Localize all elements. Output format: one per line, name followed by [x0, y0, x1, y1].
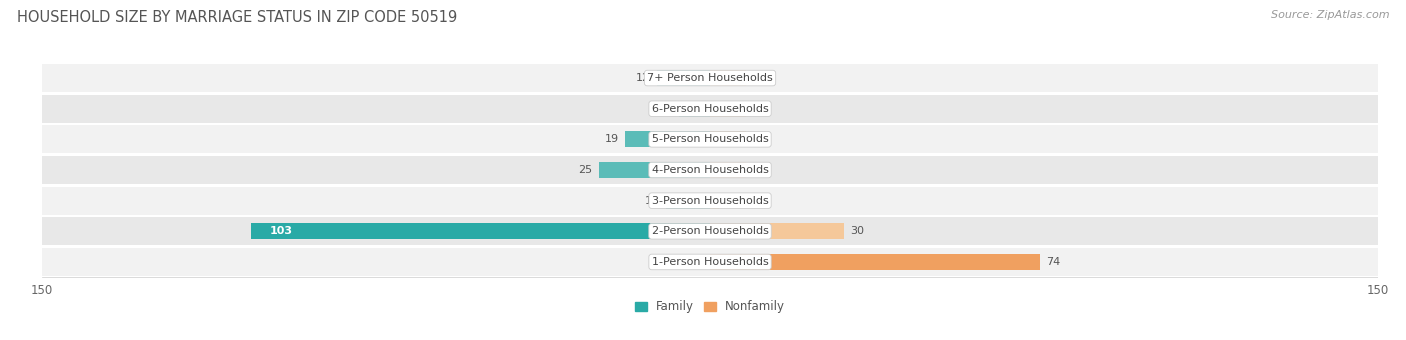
Bar [710, 70, 745, 86]
Text: 103: 103 [269, 226, 292, 236]
Text: 10: 10 [645, 195, 659, 206]
Legend: Family, Nonfamily: Family, Nonfamily [630, 295, 790, 318]
Text: 0: 0 [752, 104, 759, 114]
Bar [42, 248, 1378, 276]
Text: 0: 0 [752, 165, 759, 175]
Text: 5-Person Households: 5-Person Households [651, 134, 769, 144]
Text: 3-Person Households: 3-Person Households [651, 195, 769, 206]
Text: Source: ZipAtlas.com: Source: ZipAtlas.com [1271, 10, 1389, 20]
Text: 7: 7 [665, 104, 672, 114]
Bar [626, 131, 710, 147]
Bar [710, 162, 745, 178]
Bar [252, 223, 710, 239]
Text: 19: 19 [605, 134, 619, 144]
Text: 12: 12 [636, 73, 650, 83]
Text: 25: 25 [578, 165, 592, 175]
Bar [710, 254, 1039, 270]
Text: HOUSEHOLD SIZE BY MARRIAGE STATUS IN ZIP CODE 50519: HOUSEHOLD SIZE BY MARRIAGE STATUS IN ZIP… [17, 10, 457, 25]
Text: 30: 30 [851, 226, 865, 236]
Text: 4-Person Households: 4-Person Households [651, 165, 769, 175]
Text: 2-Person Households: 2-Person Households [651, 226, 769, 236]
Bar [42, 217, 1378, 245]
Bar [42, 95, 1378, 123]
Bar [710, 101, 745, 117]
Text: 6-Person Households: 6-Person Households [651, 104, 769, 114]
Bar [710, 131, 745, 147]
Text: 0: 0 [752, 134, 759, 144]
Bar [665, 193, 710, 209]
Bar [42, 187, 1378, 215]
Text: 0: 0 [752, 73, 759, 83]
Bar [42, 125, 1378, 153]
Bar [710, 223, 844, 239]
Bar [599, 162, 710, 178]
Text: 74: 74 [1046, 257, 1060, 267]
Bar [657, 70, 710, 86]
Text: 7+ Person Households: 7+ Person Households [647, 73, 773, 83]
Bar [710, 193, 718, 209]
Bar [679, 101, 710, 117]
Bar [42, 64, 1378, 92]
Bar [42, 156, 1378, 184]
Text: 1-Person Households: 1-Person Households [651, 257, 769, 267]
Text: 2: 2 [725, 195, 733, 206]
